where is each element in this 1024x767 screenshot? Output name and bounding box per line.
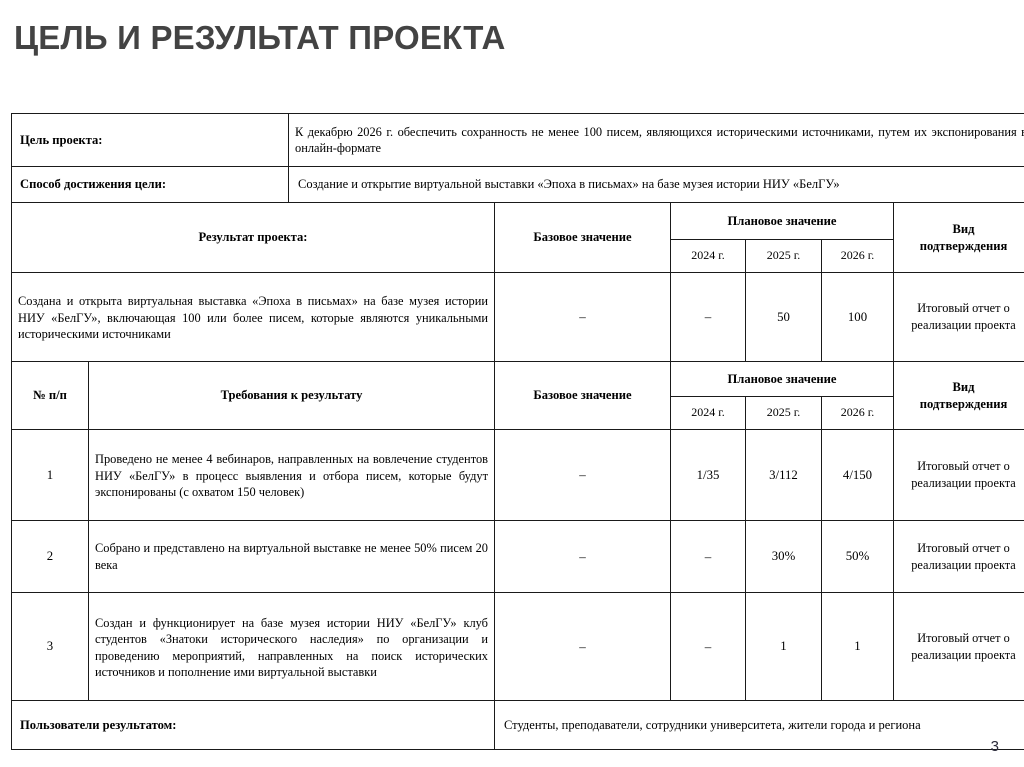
req-header-planned-value: Плановое значение <box>670 361 894 397</box>
table-header-requirements-years: 2024 г. 2025 г. 2026 г. <box>12 396 1024 430</box>
req-1-text: Проведено не менее 4 вебинаров, направле… <box>88 429 495 521</box>
result-base-value: – <box>494 272 671 362</box>
confirmation-line-1: Вид <box>952 379 975 394</box>
req-3-value-2025: 1 <box>745 592 822 701</box>
req-1-base: – <box>494 429 671 521</box>
confirmation-line-2: подтверждения <box>919 238 1008 253</box>
confirmation-line-1: Вид <box>952 221 975 236</box>
req-3-text: Создан и функционирует на базе музея ист… <box>88 592 495 701</box>
goal-label: Цель проекта: <box>11 113 289 167</box>
method-text: Создание и открытие виртуальной выставки… <box>287 166 1024 203</box>
result-year-2024: 2024 г. <box>670 239 746 273</box>
req-header-no: № п/п <box>11 361 89 430</box>
table-row-method: Способ достижения цели: Создание и откры… <box>11 166 1024 203</box>
result-header-planned-value: Плановое значение <box>670 202 894 240</box>
req-year-2026: 2026 г. <box>821 396 894 430</box>
req-3-confirmation: Итоговый отчет о реализации проекта <box>892 592 1024 701</box>
req-2-confirmation: Итоговый отчет о реализации проекта <box>892 520 1024 593</box>
confirmation-line-2: подтверждения <box>919 396 1008 411</box>
table-header-requirements: № п/п Требования к результату Базовое зн… <box>11 361 1024 430</box>
result-header-label: Результат проекта: <box>11 202 495 273</box>
result-text: Создана и открыта виртуальная выставка «… <box>11 272 495 362</box>
result-value-2025: 50 <box>745 272 822 362</box>
table-row-goal: Цель проекта: К декабрю 2026 г. обеспечи… <box>11 113 1024 167</box>
req-2-no: 2 <box>11 520 89 593</box>
table-header-result-years: 2024 г. 2025 г. 2026 г. <box>12 239 1024 273</box>
req-3-value-2026: 1 <box>821 592 894 701</box>
req-1-confirmation: Итоговый отчет о реализации проекта <box>892 429 1024 521</box>
req-2-value-2026: 50% <box>821 520 894 593</box>
req-year-2025: 2025 г. <box>745 396 822 430</box>
req-3-base: – <box>494 592 671 701</box>
req-1-value-2025: 3/112 <box>745 429 822 521</box>
project-goal-result-table: Цель проекта: К декабрю 2026 г. обеспечи… <box>11 113 1024 750</box>
goal-text: К декабрю 2026 г. обеспечить сохранность… <box>287 113 1024 167</box>
req-header-base-value: Базовое значение <box>494 361 671 430</box>
result-header-base-value: Базовое значение <box>494 202 671 273</box>
req-header-confirmation: Вид подтверждения <box>892 361 1024 430</box>
req-3-value-2024: – <box>670 592 746 701</box>
table-row-users: Пользователи результатом: Студенты, преп… <box>11 700 1024 750</box>
result-value-2024: – <box>670 272 746 362</box>
result-header-confirmation: Вид подтверждения <box>892 202 1024 273</box>
users-label: Пользователи результатом: <box>11 700 495 750</box>
result-year-2026: 2026 г. <box>821 239 894 273</box>
result-confirmation: Итоговый отчет о реализации проекта <box>892 272 1024 362</box>
table-row: 1 Проведено не менее 4 вебинаров, направ… <box>11 429 1024 521</box>
table-row: 2 Собрано и представлено на виртуальной … <box>11 520 1024 593</box>
req-1-value-2024: 1/35 <box>670 429 746 521</box>
result-year-2025: 2025 г. <box>745 239 822 273</box>
page-title: ЦЕЛЬ И РЕЗУЛЬТАТ ПРОЕКТА <box>14 19 506 56</box>
result-value-2026: 100 <box>821 272 894 362</box>
users-text: Студенты, преподаватели, сотрудники унив… <box>493 700 1024 750</box>
req-3-no: 3 <box>11 592 89 701</box>
req-year-2024: 2024 г. <box>670 396 746 430</box>
req-2-text: Собрано и представлено на виртуальной вы… <box>88 520 495 593</box>
method-label: Способ достижения цели: <box>11 166 289 203</box>
req-1-no: 1 <box>11 429 89 521</box>
table-header-result: Результат проекта: Базовое значение План… <box>11 202 1024 273</box>
req-2-base: – <box>494 520 671 593</box>
req-1-value-2026: 4/150 <box>821 429 894 521</box>
req-2-value-2024: – <box>670 520 746 593</box>
project-goal-result-table-wrapper: Цель проекта: К декабрю 2026 г. обеспечи… <box>11 113 1024 750</box>
table-row-result: Создана и открыта виртуальная выставка «… <box>11 272 1024 362</box>
table-row: 3 Создан и функционирует на базе музея и… <box>11 592 1024 701</box>
req-2-value-2025: 30% <box>745 520 822 593</box>
page-number: 3 <box>990 738 999 755</box>
req-header-requirement: Требования к результату <box>88 361 495 430</box>
